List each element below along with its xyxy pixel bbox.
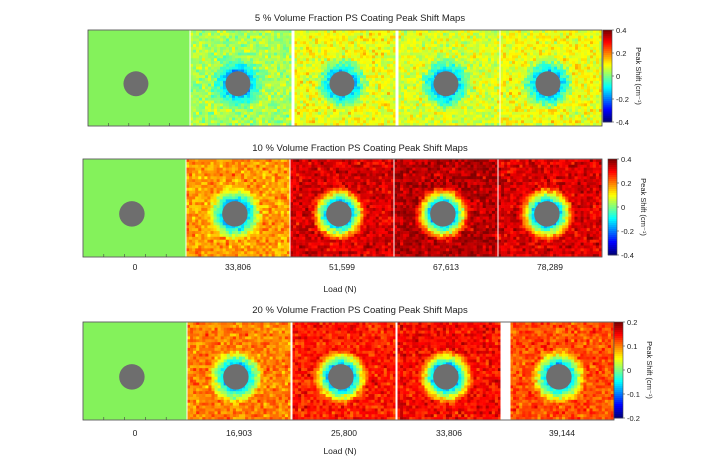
- peak-shift-group-1: 5 % Volume Fraction PS Coating Peak Shif…: [87, 13, 643, 127]
- load-tick-label: 78,289: [537, 262, 563, 272]
- heatmap-panel: [497, 158, 603, 258]
- load-tick-label: 25,800: [331, 428, 357, 438]
- colorbar-tick-label: 0.2: [616, 49, 626, 58]
- heatmap-panel: [87, 29, 191, 127]
- colorbar-tick-label: 0: [616, 72, 620, 81]
- hole-region: [225, 71, 251, 97]
- load-tick-label: 0: [133, 428, 138, 438]
- colorbar: 0.4 0.2 0 -0.2 -0.4 Peak Shift (cm⁻¹): [607, 155, 648, 260]
- heatmap-panel: [82, 321, 188, 421]
- group-title: 10 % Volume Fraction PS Coating Peak Shi…: [252, 143, 468, 154]
- map-row-border: [87, 29, 603, 127]
- hole-region: [223, 364, 249, 390]
- load-tick-label: 33,806: [225, 262, 251, 272]
- heatmap-panel: [393, 158, 499, 258]
- colorbar-tick-label: -0.4: [621, 251, 634, 260]
- group-title: 5 % Volume Fraction PS Coating Peak Shif…: [255, 13, 465, 24]
- colorbar-tick-label: 0.2: [621, 179, 631, 188]
- hole-region: [433, 364, 459, 390]
- load-tick-label: 39,144: [549, 428, 575, 438]
- heatmap-panel: [185, 158, 291, 258]
- map-row-border: [82, 158, 603, 258]
- colorbar-label: Peak Shift (cm⁻¹): [634, 47, 643, 105]
- heatmap-panel: [499, 29, 603, 127]
- load-tick-label: 16,903: [226, 428, 252, 438]
- colorbar-label: Peak Shift (cm⁻¹): [639, 178, 648, 236]
- colorbar-tick-label: -0.2: [621, 227, 634, 236]
- load-tick-label: 33,806: [436, 428, 462, 438]
- hole-region: [326, 201, 352, 227]
- x-axis-label: Load (N): [323, 446, 356, 456]
- heatmap-panel: [397, 29, 501, 127]
- colorbar: 0.4 0.2 0 -0.2 -0.4 Peak Shift (cm⁻¹): [602, 26, 643, 127]
- heatmap-panel: [291, 321, 397, 421]
- colorbar-tick-label: 0.2: [627, 318, 637, 327]
- heatmap-panel: [82, 158, 188, 258]
- colorbar-label: Peak Shift (cm⁻¹): [645, 341, 654, 399]
- hole-region: [329, 71, 355, 97]
- hole-region: [328, 364, 354, 390]
- hole-region: [546, 364, 572, 390]
- hole-region: [119, 364, 145, 390]
- load-tick-label: 0: [133, 262, 138, 272]
- colorbar-tick-label: 0.1: [627, 342, 637, 351]
- colorbar-tick-label: 0.4: [621, 155, 631, 164]
- colorbar-tick-label: 0: [621, 203, 625, 212]
- colorbar-tick-label: 0.4: [616, 26, 626, 35]
- heatmap-panel: [189, 29, 293, 127]
- hole-region: [535, 71, 561, 97]
- colorbar-tick-label: 0: [627, 366, 631, 375]
- load-tick-label: 67,613: [433, 262, 459, 272]
- group-title: 20 % Volume Fraction PS Coating Peak Shi…: [252, 305, 468, 316]
- hole-region: [222, 201, 248, 227]
- colorbar-tick-label: -0.4: [616, 118, 629, 127]
- heatmap-panel: [396, 321, 502, 421]
- heatmap-panel: [509, 321, 615, 421]
- hole-region: [430, 201, 456, 227]
- colorbar-tick-label: -0.2: [616, 95, 629, 104]
- heatmap-panel: [186, 321, 292, 421]
- hole-region: [119, 201, 145, 227]
- colorbar: 0.2 0.1 0 -0.1 -0.2 Peak Shift (cm⁻¹): [613, 318, 654, 423]
- peak-shift-group-3: 20 % Volume Fraction PS Coating Peak Shi…: [82, 305, 654, 456]
- peak-shift-group-2: 10 % Volume Fraction PS Coating Peak Shi…: [82, 143, 648, 294]
- colorbar-tick-label: -0.1: [627, 390, 640, 399]
- colorbar-tick-label: -0.2: [627, 414, 640, 423]
- hole-region: [433, 71, 459, 97]
- heatmap-panel: [293, 29, 397, 127]
- hole-region: [123, 71, 149, 97]
- load-tick-label: 51,599: [329, 262, 355, 272]
- hole-region: [534, 201, 560, 227]
- heatmap-panel: [289, 158, 395, 258]
- x-axis-label: Load (N): [323, 284, 356, 294]
